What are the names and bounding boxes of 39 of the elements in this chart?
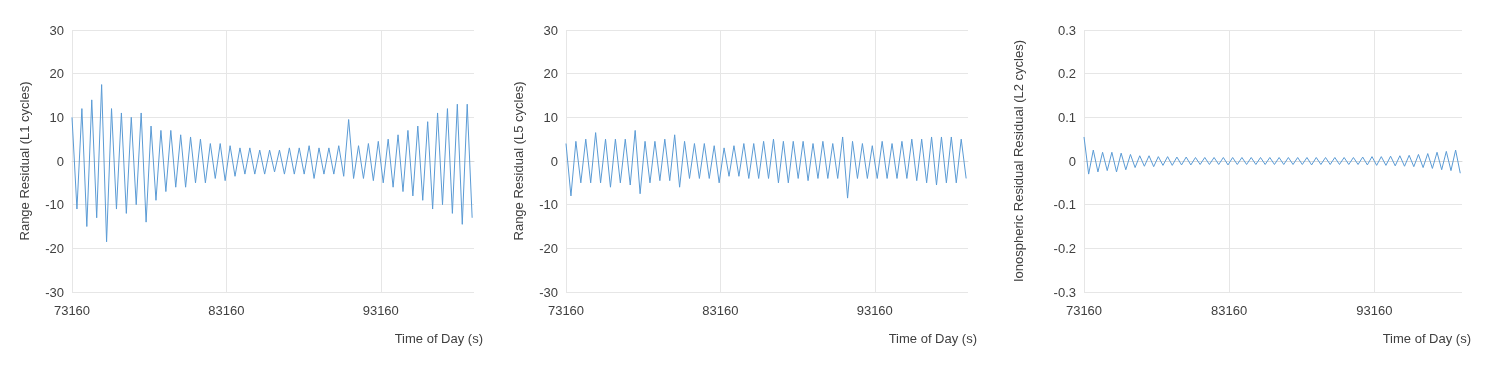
y-tick-label: -0.3 [1053, 284, 1076, 300]
y-tick-label: 0 [550, 153, 558, 169]
y-tick-label: 0 [56, 153, 64, 169]
x-tick-label: 73160 [1065, 303, 1103, 318]
x-tick-label: 83160 [1211, 303, 1248, 318]
x-axis-title: Time of Day (s) [394, 331, 483, 346]
y-tick-label: -10 [539, 197, 558, 213]
x-axis-title: Time of Day (s) [888, 331, 977, 346]
y-tick-label: -30 [539, 284, 558, 300]
y-tick-label: 0.2 [1057, 66, 1076, 82]
x-tick-label: 93160 [362, 303, 399, 318]
y-tick-label: -20 [45, 240, 64, 256]
y-tick-label: -0.2 [1053, 240, 1076, 256]
y-tick-label: 30 [49, 22, 64, 38]
line-series [71, 84, 473, 243]
x-tick-label: 73160 [53, 303, 91, 318]
x-tick-label: 83160 [208, 303, 245, 318]
y-tick-label: 10 [49, 109, 64, 125]
y-tick-label: -0.1 [1053, 197, 1076, 213]
x-tick-label: 93160 [1356, 303, 1393, 318]
y-tick-label: 10 [543, 109, 558, 125]
y-tick-label: 20 [543, 66, 558, 82]
y-axis-title: Ionospheric Residual Residual (L2 cycles) [1010, 39, 1026, 283]
y-tick-label: -30 [45, 284, 64, 300]
x-tick-label: 93160 [856, 303, 893, 318]
x-tick-label: 73160 [547, 303, 585, 318]
y-tick-label: 0 [1068, 153, 1076, 169]
y-tick-label: 0.1 [1057, 109, 1076, 125]
x-tick-label: 83160 [702, 303, 739, 318]
line-series [1083, 136, 1461, 175]
y-tick-label: 30 [543, 22, 558, 38]
line-series [565, 129, 967, 199]
y-axis-title: Range Residual (L1 cycles) [16, 81, 32, 241]
y-axis-title: Range Residual (L5 cycles) [510, 81, 526, 241]
y-tick-label: -20 [539, 240, 558, 256]
y-tick-label: 20 [49, 66, 64, 82]
y-tick-label: 0.3 [1057, 22, 1076, 38]
x-axis-title: Time of Day (s) [1382, 331, 1471, 346]
y-tick-label: -10 [45, 197, 64, 213]
